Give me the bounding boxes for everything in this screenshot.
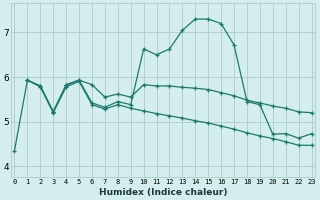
X-axis label: Humidex (Indice chaleur): Humidex (Indice chaleur) (99, 188, 227, 197)
